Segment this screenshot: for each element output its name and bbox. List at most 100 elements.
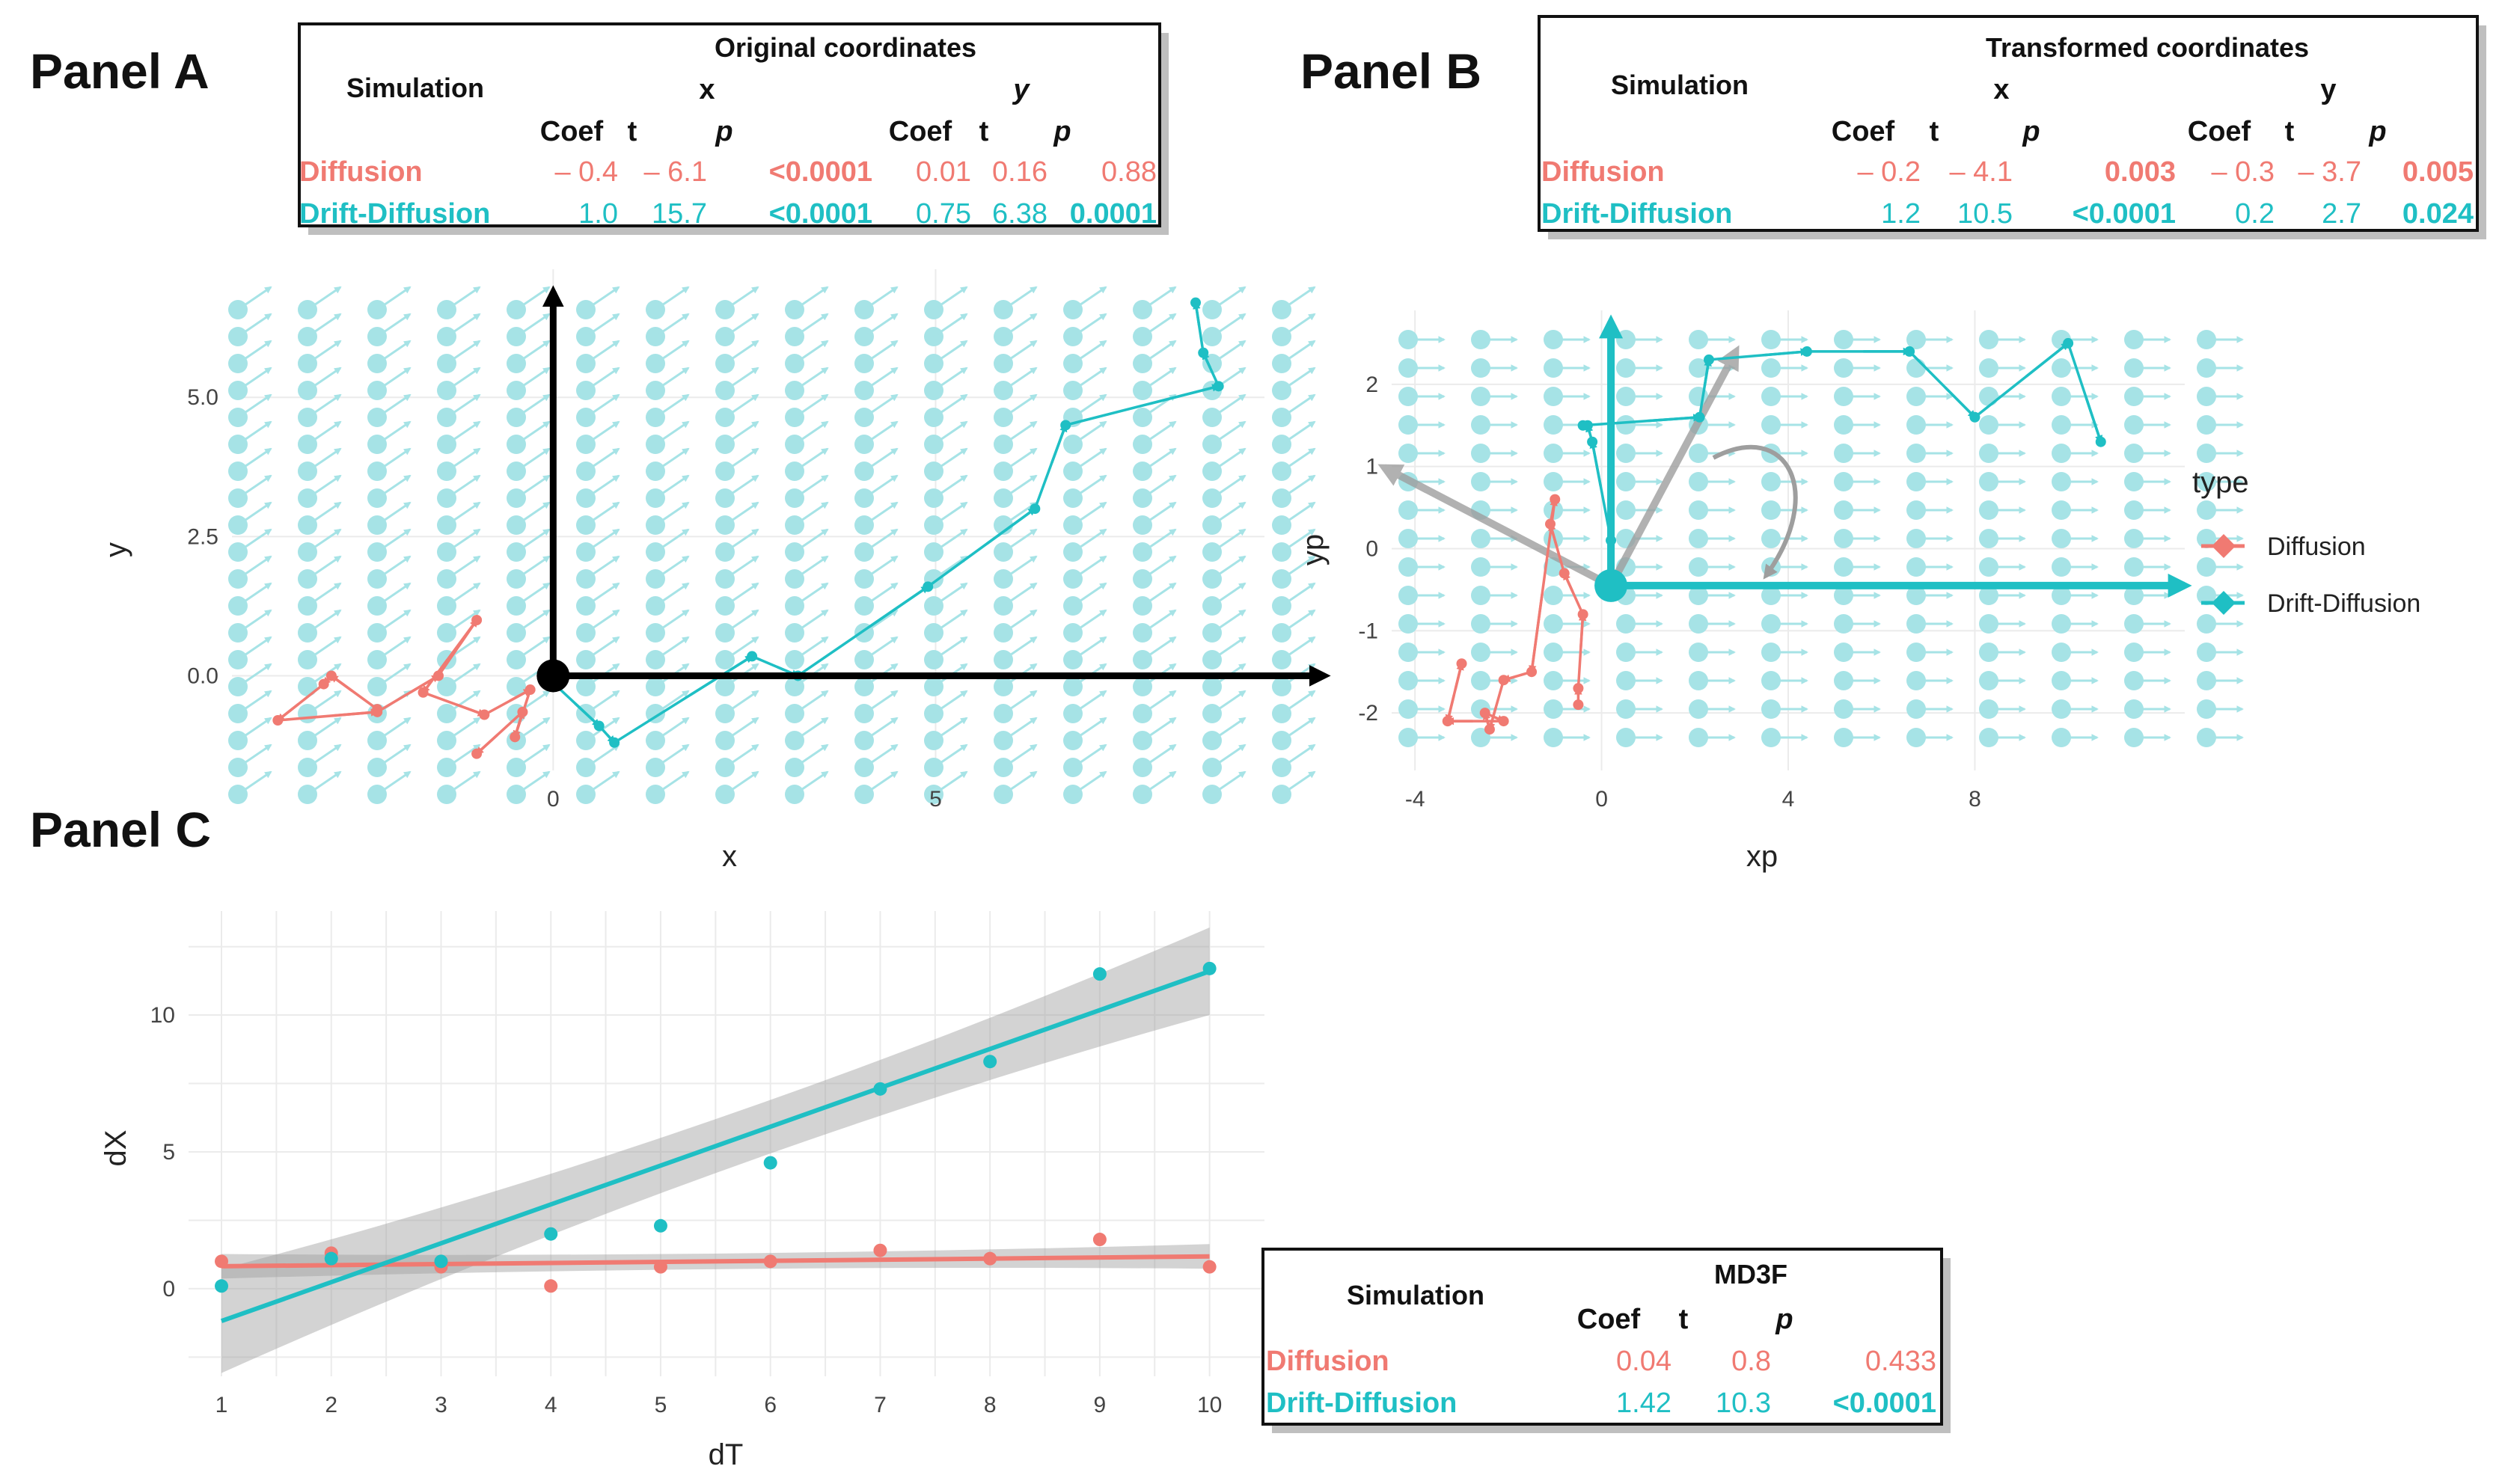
field-arrow bbox=[1003, 447, 1038, 473]
data-point bbox=[763, 1254, 777, 1269]
field-arrow bbox=[376, 555, 412, 580]
table-original-sim-header: Simulation bbox=[346, 73, 484, 103]
legend-title: type bbox=[2192, 466, 2249, 499]
field-arrow bbox=[933, 474, 968, 500]
field-arrow bbox=[933, 340, 968, 365]
field-arrow bbox=[1281, 555, 1316, 580]
field-arrow bbox=[863, 582, 899, 607]
field-arrow bbox=[1281, 770, 1316, 796]
table-transformed-coef-x: Coef bbox=[1832, 116, 1895, 147]
field-arrow bbox=[655, 501, 690, 527]
field-arrow bbox=[794, 555, 829, 580]
field-arrow bbox=[863, 286, 899, 311]
field-arrow bbox=[446, 770, 481, 796]
field-arrow bbox=[1142, 340, 1177, 365]
field-arrow bbox=[1003, 609, 1038, 634]
drift-diffusion-point bbox=[1694, 411, 1705, 423]
field-arrow bbox=[1072, 501, 1107, 527]
table-original-t-x: t bbox=[628, 116, 637, 147]
drift-diffusion-point bbox=[1606, 535, 1617, 546]
data-point bbox=[983, 1055, 997, 1069]
drift-diffusion-point bbox=[1190, 297, 1201, 308]
field-arrow bbox=[1003, 717, 1038, 742]
field-arrow bbox=[1142, 636, 1177, 661]
field-arrow bbox=[446, 501, 481, 527]
panel-b-vector-field bbox=[1398, 330, 2244, 747]
field-arrow bbox=[655, 555, 690, 580]
diffusion-point bbox=[1479, 708, 1490, 719]
field-arrow bbox=[655, 447, 690, 473]
diffusion-point bbox=[318, 678, 329, 690]
field-arrow bbox=[585, 286, 620, 311]
table-transformed-sim-header: Simulation bbox=[1611, 70, 1749, 100]
data-point bbox=[434, 1254, 448, 1269]
field-arrow bbox=[1142, 555, 1177, 580]
field-arrow bbox=[1142, 420, 1177, 446]
drift-diffusion-step-arrow bbox=[1762, 348, 1809, 357]
field-arrow bbox=[237, 717, 272, 742]
field-arrow bbox=[933, 770, 968, 796]
field-arrow bbox=[516, 582, 551, 607]
cell-y-p: 0.024 bbox=[2402, 198, 2474, 230]
cell-x-t: 10.5 bbox=[1957, 198, 2013, 230]
drift-diffusion-point bbox=[1198, 347, 1209, 358]
field-arrow bbox=[1072, 609, 1107, 634]
cell-y-p: 0.005 bbox=[2402, 156, 2474, 188]
field-arrow bbox=[446, 690, 481, 715]
diffusion-point bbox=[510, 732, 521, 743]
field-arrow bbox=[863, 717, 899, 742]
field-arrow bbox=[376, 447, 412, 473]
field-arrow bbox=[307, 286, 342, 311]
field-arrow bbox=[794, 420, 829, 446]
field-arrow bbox=[1281, 474, 1316, 500]
field-arrow bbox=[863, 367, 899, 392]
field-arrow bbox=[863, 555, 899, 580]
drift-diffusion-point bbox=[593, 720, 605, 732]
drift-diffusion-step-arrow bbox=[985, 507, 1037, 545]
diffusion-point bbox=[1442, 716, 1453, 727]
rotated-basis-x bbox=[1607, 345, 1740, 588]
field-arrow bbox=[1281, 609, 1316, 634]
cell-x-coef: – 0.4 bbox=[554, 156, 618, 188]
field-arrow bbox=[376, 609, 412, 634]
field-arrow bbox=[863, 474, 899, 500]
table-md3f-frame bbox=[1261, 1248, 1943, 1426]
field-arrow bbox=[446, 447, 481, 473]
field-arrow bbox=[585, 474, 620, 500]
field-arrow bbox=[933, 555, 968, 580]
drift-diffusion-point bbox=[609, 737, 620, 748]
ytick-label: -1 bbox=[1358, 619, 1378, 643]
xtick-label: 4 bbox=[545, 1393, 557, 1417]
field-arrow bbox=[585, 447, 620, 473]
rotation-arc bbox=[1712, 445, 1798, 580]
field-arrow bbox=[446, 286, 481, 311]
field-arrow bbox=[655, 690, 690, 715]
xtick-label: 8 bbox=[984, 1393, 997, 1417]
field-arrow bbox=[724, 393, 759, 419]
field-arrow bbox=[933, 501, 968, 527]
row-name: Drift-Diffusion bbox=[1541, 198, 1732, 230]
panel-c-label: Panel C bbox=[30, 802, 211, 857]
field-arrow bbox=[1142, 286, 1177, 311]
field-arrow bbox=[863, 770, 899, 796]
drift-diffusion-point bbox=[1801, 346, 1812, 357]
cell-y-t: 0.16 bbox=[992, 156, 1047, 188]
xtick-label: 10 bbox=[1197, 1393, 1222, 1417]
field-arrow bbox=[1072, 690, 1107, 715]
data-point bbox=[653, 1218, 667, 1233]
field-arrow bbox=[376, 636, 412, 661]
field-arrow bbox=[1281, 743, 1316, 769]
diffusion-point bbox=[1526, 666, 1538, 678]
cell-x-p: <0.0001 bbox=[769, 198, 872, 230]
field-arrow bbox=[516, 636, 551, 661]
field-arrow bbox=[516, 501, 551, 527]
field-arrow bbox=[1072, 367, 1107, 392]
ytick-label: 5.0 bbox=[187, 385, 218, 410]
field-arrow bbox=[794, 313, 829, 338]
field-arrow bbox=[655, 770, 690, 796]
field-arrow bbox=[1281, 367, 1316, 392]
field-arrow bbox=[376, 501, 412, 527]
field-arrow bbox=[516, 743, 551, 769]
table-original-y-header: y bbox=[1012, 74, 1030, 105]
field-arrow bbox=[1072, 582, 1107, 607]
